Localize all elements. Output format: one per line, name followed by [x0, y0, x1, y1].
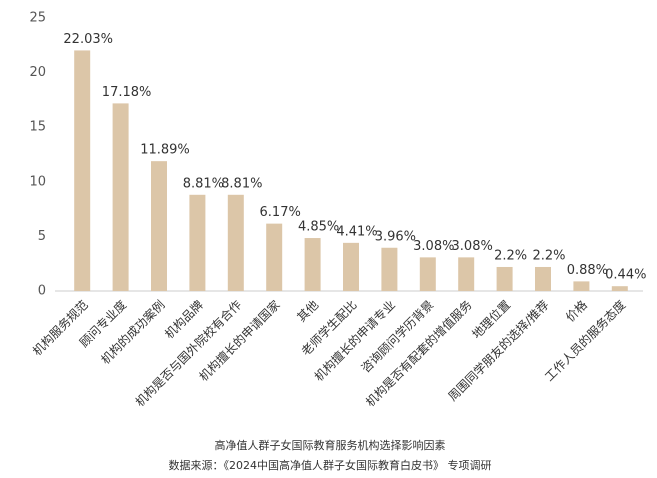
value-label: 3.96%	[375, 229, 416, 244]
bar	[419, 257, 436, 291]
bar	[343, 242, 359, 291]
bar	[112, 103, 129, 291]
x-tick-label: 咨询顾问学历背景	[358, 297, 436, 375]
x-tick-label: 其他	[294, 298, 321, 325]
value-label: 11.89%	[140, 143, 190, 158]
value-label: 0.44%	[605, 268, 646, 283]
bar	[611, 286, 628, 291]
y-tick-label: 15	[29, 120, 46, 135]
y-tick-label: 10	[29, 174, 46, 189]
value-label: 6.17%	[260, 205, 301, 220]
bar	[151, 161, 167, 291]
value-label: 8.81%	[221, 176, 262, 191]
value-label: 4.85%	[298, 220, 339, 235]
x-tick-label: 机构服务规范	[29, 297, 91, 359]
bar	[304, 238, 321, 291]
y-tick-label: 0	[38, 284, 46, 299]
bar	[573, 281, 590, 291]
bar	[74, 50, 91, 291]
value-label: 2.2%	[494, 248, 527, 263]
bar	[496, 266, 513, 291]
x-tick-label: 机构的成功案例	[98, 297, 168, 367]
value-label: 3.08%	[452, 239, 493, 254]
bar	[535, 266, 551, 291]
bar	[266, 223, 283, 291]
bar	[189, 194, 206, 291]
value-label: 4.41%	[336, 224, 377, 239]
bar	[227, 194, 244, 291]
y-tick-label: 5	[38, 229, 46, 244]
value-label: 0.88%	[567, 263, 608, 278]
x-tick-label: 价格	[562, 297, 590, 325]
y-tick-label: 20	[29, 65, 46, 80]
value-label: 8.81%	[183, 176, 224, 191]
value-label: 3.08%	[413, 239, 454, 254]
value-label: 2.2%	[532, 248, 565, 263]
bar	[381, 247, 398, 291]
y-tick-label: 25	[29, 11, 46, 26]
chart-title: 高净值人群子女国际教育服务机构选择影响因素	[215, 438, 446, 452]
value-label: 22.03%	[63, 32, 113, 47]
value-label: 17.18%	[102, 85, 152, 100]
chart-source: 数据来源：《2024中国高净值人群子女国际教育白皮书》 专项调研	[169, 458, 492, 472]
bar	[458, 257, 475, 291]
